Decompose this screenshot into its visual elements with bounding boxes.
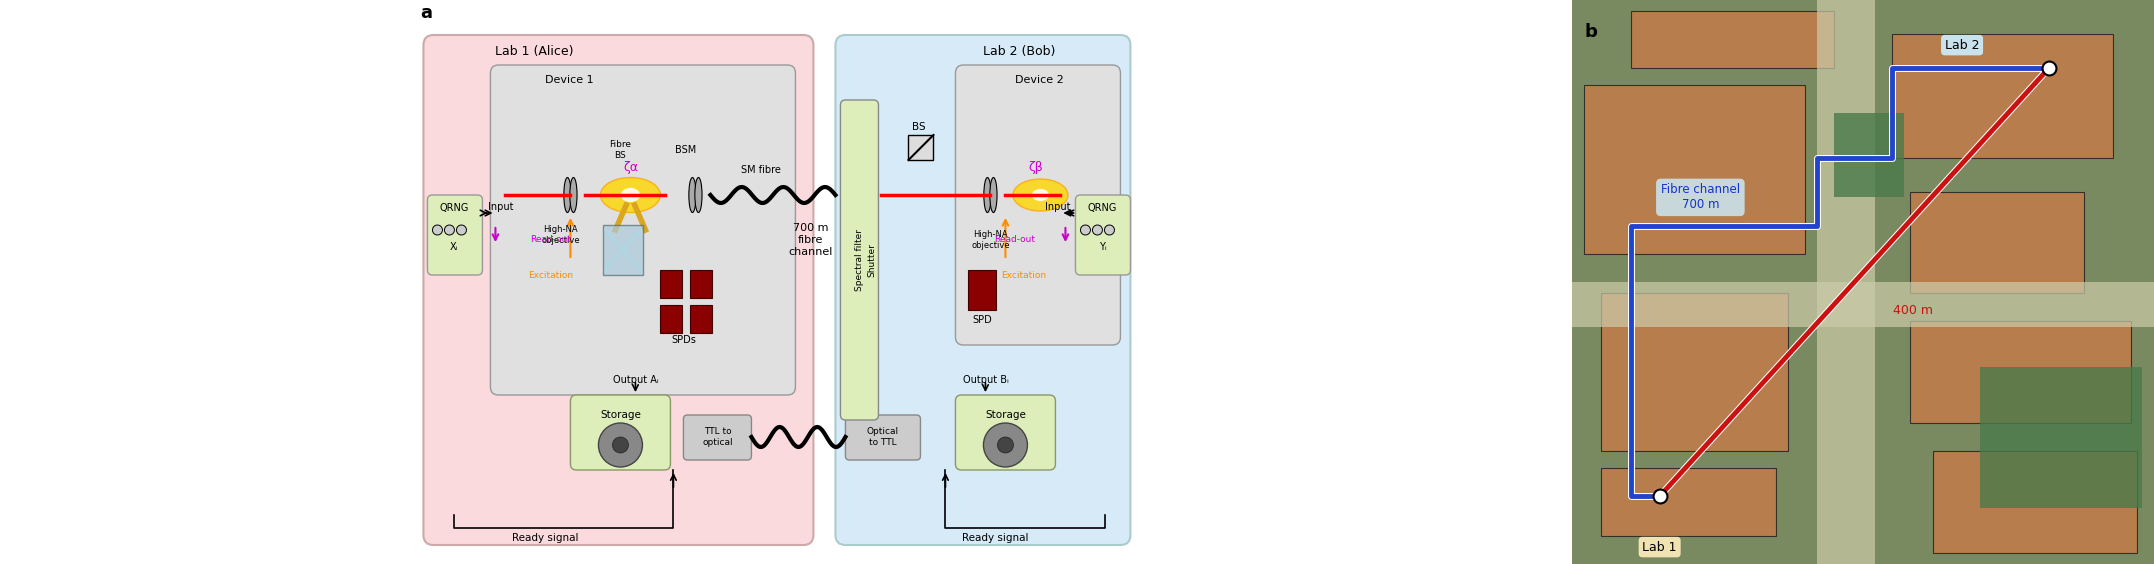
Text: Fibre channel
700 m: Fibre channel 700 m	[1661, 183, 1740, 212]
Circle shape	[1105, 225, 1114, 235]
Text: QRNG: QRNG	[439, 203, 470, 213]
Text: 700 m
fibre
channel: 700 m fibre channel	[788, 223, 834, 257]
Bar	[1891, 34, 2113, 158]
Text: Output Aᵢ: Output Aᵢ	[612, 375, 659, 385]
Text: SM fibre: SM fibre	[741, 165, 780, 175]
Text: Lab 1 (Alice): Lab 1 (Alice)	[495, 46, 573, 59]
Text: BS: BS	[911, 122, 926, 132]
Ellipse shape	[620, 187, 640, 202]
Text: Read-out: Read-out	[530, 236, 571, 245]
Text: Storage: Storage	[601, 410, 642, 420]
Ellipse shape	[984, 178, 991, 213]
Text: Input: Input	[1045, 202, 1071, 212]
FancyBboxPatch shape	[844, 415, 920, 460]
Text: Excitation: Excitation	[528, 271, 573, 280]
Text: TTL to
optical: TTL to optical	[702, 428, 732, 447]
Bar	[1911, 192, 2085, 293]
Bar	[1603, 468, 1775, 536]
Text: Device 2: Device 2	[1015, 75, 1064, 85]
Bar	[1816, 0, 1874, 564]
Circle shape	[612, 437, 629, 453]
Ellipse shape	[564, 178, 571, 213]
Circle shape	[457, 225, 467, 235]
Ellipse shape	[571, 178, 577, 213]
Text: b: b	[1583, 23, 1596, 41]
Bar	[1603, 293, 1788, 451]
Text: Ready signal: Ready signal	[963, 533, 1030, 543]
Circle shape	[984, 423, 1027, 467]
Bar	[603, 225, 644, 275]
Ellipse shape	[991, 178, 997, 213]
Text: ζα: ζα	[623, 161, 638, 174]
Bar	[969, 270, 997, 310]
Bar	[661, 305, 683, 333]
Ellipse shape	[601, 178, 661, 213]
Text: Shutter: Shutter	[866, 243, 877, 277]
Text: SPDs: SPDs	[672, 335, 696, 345]
Circle shape	[1092, 225, 1103, 235]
Ellipse shape	[1012, 179, 1068, 211]
Bar	[1932, 451, 2137, 553]
Text: High-NA
objective: High-NA objective	[541, 225, 579, 245]
Bar	[1631, 11, 1833, 68]
Bar	[1835, 113, 1904, 197]
Ellipse shape	[1032, 188, 1049, 201]
Bar	[1911, 321, 2130, 423]
Circle shape	[599, 423, 642, 467]
Text: 400 m: 400 m	[1893, 303, 1932, 317]
Text: Device 1: Device 1	[545, 75, 595, 85]
Ellipse shape	[689, 178, 696, 213]
Circle shape	[444, 225, 454, 235]
Text: Lab 2: Lab 2	[1945, 38, 1980, 52]
Text: Fibre
BS: Fibre BS	[610, 140, 631, 160]
FancyBboxPatch shape	[683, 415, 752, 460]
Text: Lab 2 (Bob): Lab 2 (Bob)	[982, 46, 1055, 59]
Text: Output Bᵢ: Output Bᵢ	[963, 375, 1008, 385]
Text: SPD: SPD	[974, 315, 993, 325]
Bar	[909, 135, 933, 160]
FancyBboxPatch shape	[840, 100, 879, 420]
Bar	[1583, 85, 1805, 254]
FancyBboxPatch shape	[491, 65, 795, 395]
Bar	[1572, 282, 2154, 327]
Bar	[1980, 367, 2143, 508]
Text: Read-out: Read-out	[995, 236, 1036, 245]
Text: BSM: BSM	[674, 145, 696, 155]
Text: Optical
to TTL: Optical to TTL	[866, 428, 898, 447]
FancyBboxPatch shape	[424, 35, 814, 545]
FancyBboxPatch shape	[571, 395, 670, 470]
Bar	[661, 270, 683, 298]
Text: ζβ: ζβ	[1027, 161, 1043, 174]
Text: Excitation: Excitation	[1002, 271, 1047, 280]
FancyBboxPatch shape	[1075, 195, 1131, 275]
FancyBboxPatch shape	[426, 195, 482, 275]
Text: Yᵢ: Yᵢ	[1099, 242, 1107, 252]
Circle shape	[1081, 225, 1090, 235]
Text: High-NA
objective: High-NA objective	[971, 230, 1010, 250]
FancyBboxPatch shape	[956, 395, 1055, 470]
Ellipse shape	[696, 178, 702, 213]
Text: Ready signal: Ready signal	[513, 533, 579, 543]
Text: Xᵢ: Xᵢ	[450, 242, 459, 252]
Bar	[691, 270, 713, 298]
Circle shape	[997, 437, 1012, 453]
Text: Storage: Storage	[984, 410, 1025, 420]
Text: a: a	[420, 4, 433, 22]
Text: Input: Input	[489, 202, 515, 212]
FancyBboxPatch shape	[836, 35, 1131, 545]
Circle shape	[433, 225, 442, 235]
Text: Spectral filter: Spectral filter	[855, 229, 864, 291]
Text: Lab 1: Lab 1	[1641, 540, 1678, 554]
Bar	[691, 305, 713, 333]
FancyBboxPatch shape	[956, 65, 1120, 345]
Text: QRNG: QRNG	[1088, 203, 1118, 213]
